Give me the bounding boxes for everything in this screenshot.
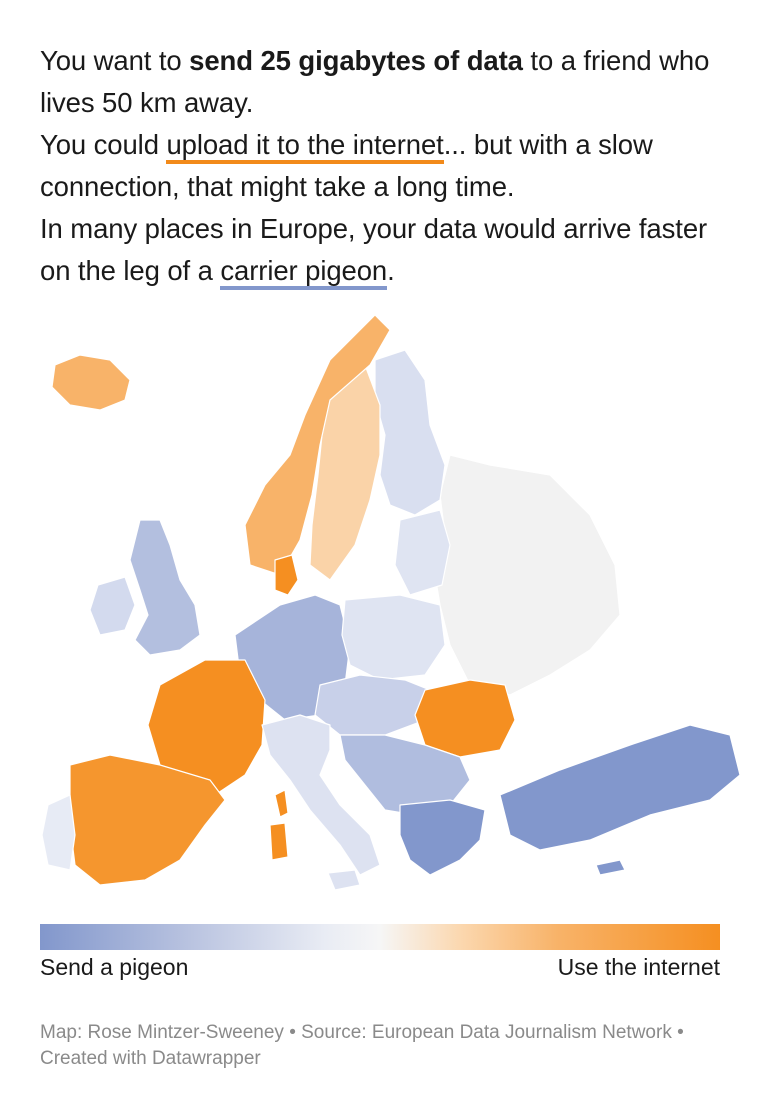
region-central [314,674,431,736]
region-corsica-sardinia [269,789,289,861]
region-greece [399,799,486,876]
region-cyprus [595,859,626,876]
intro-text: You want to send 25 gigabytes of data to… [40,40,740,292]
legend-gradient-bar [40,924,720,950]
region-iceland [51,354,131,411]
region-romania [414,679,516,758]
map-credits: Map: Rose Mintzer-Sweeney • Source: Euro… [40,1022,684,1069]
intro-text-span: ... but with a slow connection, that mig… [40,129,653,202]
intro-line-3: In many places in Europe, your data woul… [40,208,740,292]
intro-text-span: You could [40,129,167,160]
intro-line-1: You want to send 25 gigabytes of data to… [40,40,740,124]
region-sicily [327,869,361,891]
upload-internet-highlight: upload it to the internet [166,129,444,164]
intro-text-span: to a friend who lives 50 km away. [40,45,710,118]
region-iberia [69,754,226,886]
intro-text-span: . [387,255,395,286]
carrier-pigeon-highlight: carrier pigeon [220,255,387,290]
region-sweden [309,364,381,581]
region-italy [261,714,381,876]
intro-text-span: In many places in Europe, your data woul… [40,213,708,286]
legend-left-label: Send a pigeon [40,954,189,980]
region-uk [129,519,201,656]
region-france [147,659,266,796]
intro-line-2: You could upload it to the internet... b… [40,124,740,208]
region-baltics [394,509,451,596]
region-portugal [41,794,76,871]
region-poland [341,594,446,681]
region-russia-belarus [434,454,621,696]
region-denmark [274,554,299,596]
region-turkey [499,724,741,851]
legend-right-label: Use the internet [557,954,720,980]
intro-text-span: You want to [40,45,190,76]
region-ireland [89,576,136,636]
region-finland [374,349,446,516]
region-norway [244,314,391,576]
intro-bold-phrase: send 25 gigabytes of data [189,45,523,76]
europe-choropleth-map [41,314,741,891]
